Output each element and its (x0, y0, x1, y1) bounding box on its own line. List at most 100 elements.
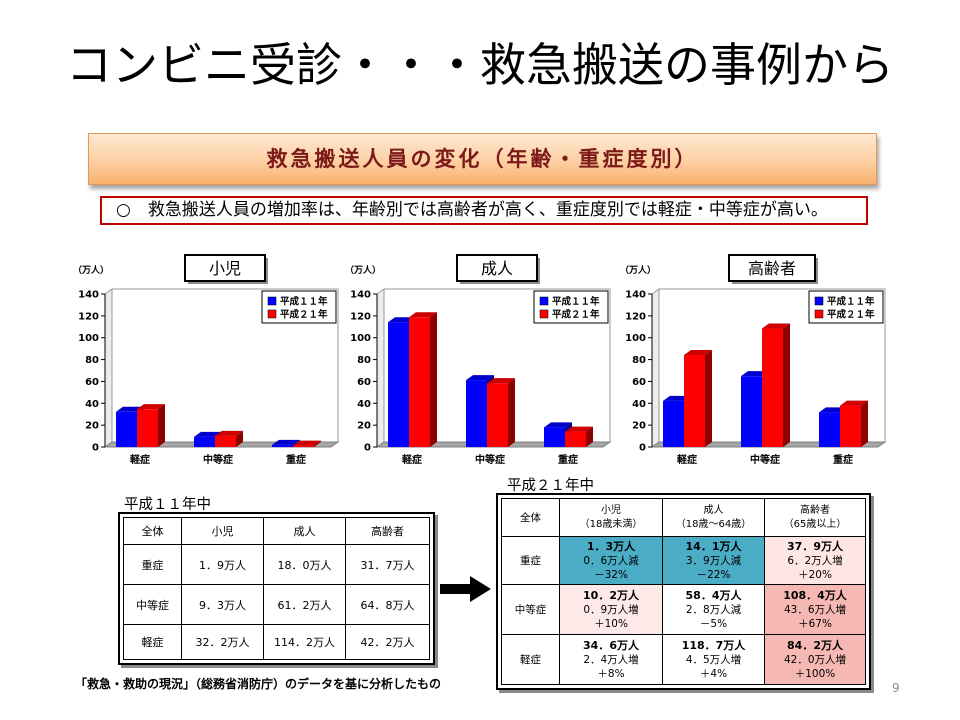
cell-percent: ＋4% (699, 667, 728, 680)
bar-front-face (487, 383, 508, 447)
plot-side-wall (651, 288, 660, 448)
y-tick-label: 100 (625, 333, 646, 344)
bar-top-face (466, 375, 494, 381)
x-category-label: 中等症 (203, 453, 233, 466)
bar-front-face (819, 412, 840, 447)
table-cell: 1．3万人 0．6万人減 －32% (559, 536, 663, 585)
legend-swatch (267, 309, 277, 319)
row-label: 中等症 (123, 584, 182, 625)
bar-top-face (137, 404, 165, 410)
bar-front-face (544, 427, 565, 447)
column-header-label: 高齢者 (800, 504, 830, 516)
y-tick-label: 20 (85, 421, 99, 432)
row-label: 軽症 (501, 634, 560, 685)
bar-top-face (762, 323, 790, 329)
x-category-label: 軽症 (130, 453, 150, 466)
table-h21-grid: 全体 小児 （18歳未満） 成人 （18歳～64歳） 高齢者 （65歳以上） 重… (501, 498, 866, 685)
corner-cell: 全体 (123, 517, 182, 545)
bar-top-face (565, 426, 593, 432)
bar-series2-category3 (293, 440, 321, 447)
table-h21: 全体 小児 （18歳未満） 成人 （18歳～64歳） 高齢者 （65歳以上） 重… (496, 493, 871, 690)
table-cell: 32．2万人 (181, 624, 264, 660)
bar-series2-category3 (565, 426, 593, 447)
bar-top-face (194, 431, 222, 437)
y-tick-label: 40 (85, 399, 99, 410)
bar-series2-category3 (840, 400, 868, 447)
bar-top-face (409, 312, 437, 318)
legend-label: 平成２１年 (552, 309, 600, 321)
cell-change: 0．6万人減 (583, 554, 639, 567)
table-h11: 全体 小児 成人 高齢者 重症 1．9万人 18．0万人 31．7万人 中等症 … (118, 512, 435, 665)
y-tick-label: 0 (364, 443, 371, 454)
plot-side-wall (104, 288, 113, 448)
bar-side-face (158, 404, 165, 447)
cell-change: 43．6万人増 (783, 603, 847, 616)
bar-chart-elderly: 高齢者 （万人） 0 20 40 60 80 100 120 140 軽症 中等症 重症 平成１１年平成２… (620, 254, 887, 466)
table-cell: 84．2万人 42．0万人増 ＋100% (764, 634, 866, 685)
column-header: 成人 (263, 517, 346, 545)
table-row: 重症 1．3万人 0．6万人減 －32% 14．1万人 3．9万人減 －22% … (501, 536, 866, 585)
y-tick-label: 60 (632, 377, 646, 388)
y-tick-label: 0 (92, 443, 99, 454)
bar-series2-category1 (137, 404, 165, 447)
cell-change: 4．5万人増 (685, 653, 742, 666)
x-category-label: 中等症 (475, 453, 505, 466)
chart-title: 成人 (481, 259, 513, 278)
cell-value: 10．2万人 (583, 588, 639, 602)
bar-top-face (684, 349, 712, 355)
bar-side-face (705, 349, 712, 447)
y-tick-label: 40 (632, 399, 646, 410)
chart-title: 高齢者 (748, 259, 796, 278)
plot-side-wall (376, 288, 385, 448)
y-tick-label: 20 (357, 421, 371, 432)
cell-percent: ＋67% (798, 617, 832, 630)
cell-change: 2．8万人減 (685, 603, 742, 616)
y-tick-label: 20 (632, 421, 646, 432)
column-header: 小児 （18歳未満） (559, 498, 663, 537)
x-category-label: 重症 (286, 453, 306, 466)
y-axis-unit: （万人） (345, 264, 381, 276)
cell-value: 34．6万人 (583, 638, 639, 652)
bar-front-face (565, 431, 586, 447)
column-header-sub: （18歳未満） (579, 518, 643, 530)
table-cell: 10．2万人 0．9万人増 ＋10% (559, 584, 663, 635)
bar-front-face (388, 322, 409, 447)
table-cell: 31．7万人 (345, 544, 430, 585)
table-row: 重症 1．9万人 18．0万人 31．7万人 (123, 544, 430, 585)
table-h11-title: 平成１１年中 (124, 497, 211, 513)
corner-cell: 全体 (501, 498, 560, 537)
bar-side-face (508, 378, 515, 447)
table-cell: 114．2万人 (263, 624, 346, 660)
column-header-sub: （18歳～64歳） (675, 518, 752, 530)
summary-box: ○ 救急搬送人員の増加率は、年齢別では高齢者が高く、重症度別では軽症・中等症が高… (100, 196, 868, 225)
bar-front-face (272, 444, 293, 447)
cell-percent: －22% (696, 568, 731, 581)
table-header-row: 全体 小児 成人 高齢者 (123, 517, 430, 545)
legend-swatch (814, 296, 824, 306)
cell-value: 37．9万人 (787, 539, 843, 553)
bar-chart-children: 小児 （万人） 0 20 40 60 80 100 120 140 軽症 中等症 重症 平成１１年平成２１… (73, 254, 340, 466)
cell-value: 108．4万人 (783, 588, 847, 602)
bar-series2-category1 (684, 349, 712, 447)
bar-front-face (409, 317, 430, 447)
y-axis-unit: （万人） (620, 264, 656, 276)
y-tick-label: 120 (350, 311, 371, 322)
cell-change: 3．9万人減 (685, 554, 742, 567)
bar-top-face (293, 440, 321, 446)
bar-front-face (684, 354, 705, 447)
x-category-label: 重症 (833, 453, 853, 466)
bar-front-face (741, 376, 762, 447)
bar-front-face (194, 436, 215, 447)
bar-front-face (762, 328, 783, 447)
column-header: 高齢者 （65歳以上） (764, 498, 866, 537)
table-cell: 64．8万人 (345, 584, 430, 625)
cell-percent: ＋20% (798, 568, 832, 581)
bar-series2-category2 (762, 323, 790, 447)
table-h11-grid: 全体 小児 成人 高齢者 重症 1．9万人 18．0万人 31．7万人 中等症 … (123, 517, 430, 660)
bar-chart-adults: 成人 （万人） 0 20 40 60 80 100 120 140 軽症 中等症 重症 平成１１年平成２１… (345, 254, 612, 466)
y-tick-label: 60 (85, 377, 99, 388)
row-label: 重症 (501, 536, 560, 585)
bar-side-face (236, 430, 243, 447)
page-number: 9 (892, 681, 900, 695)
